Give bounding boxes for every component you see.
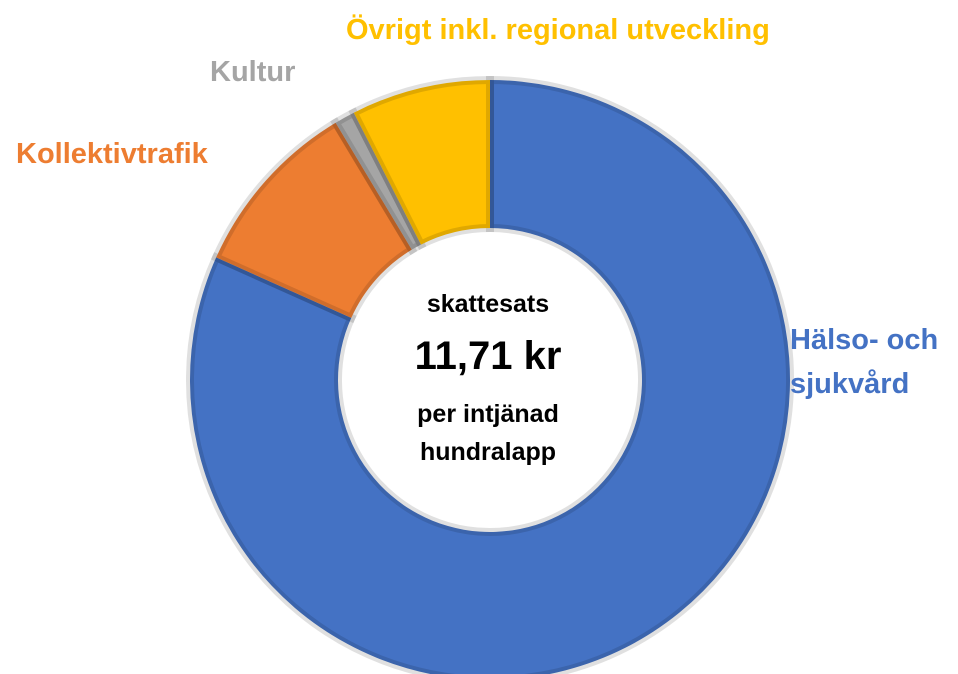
slice-label: Hälso- och sjukvård bbox=[790, 324, 939, 400]
center-text: per intjänad bbox=[417, 400, 559, 428]
slice-label: Kultur bbox=[210, 56, 296, 88]
center-value: 11,71 kr bbox=[414, 334, 562, 378]
donut-slice bbox=[348, 75, 494, 250]
donut-slice bbox=[186, 75, 794, 674]
slice-label: Övrigt inkl. regional utveckling bbox=[346, 14, 770, 46]
center-text: hundralapp bbox=[419, 438, 557, 466]
donut-slice bbox=[210, 117, 418, 324]
donut-slice bbox=[330, 107, 427, 256]
slice-label: Kollektivtrafik bbox=[16, 138, 208, 170]
center-text: skattesats bbox=[426, 290, 550, 318]
